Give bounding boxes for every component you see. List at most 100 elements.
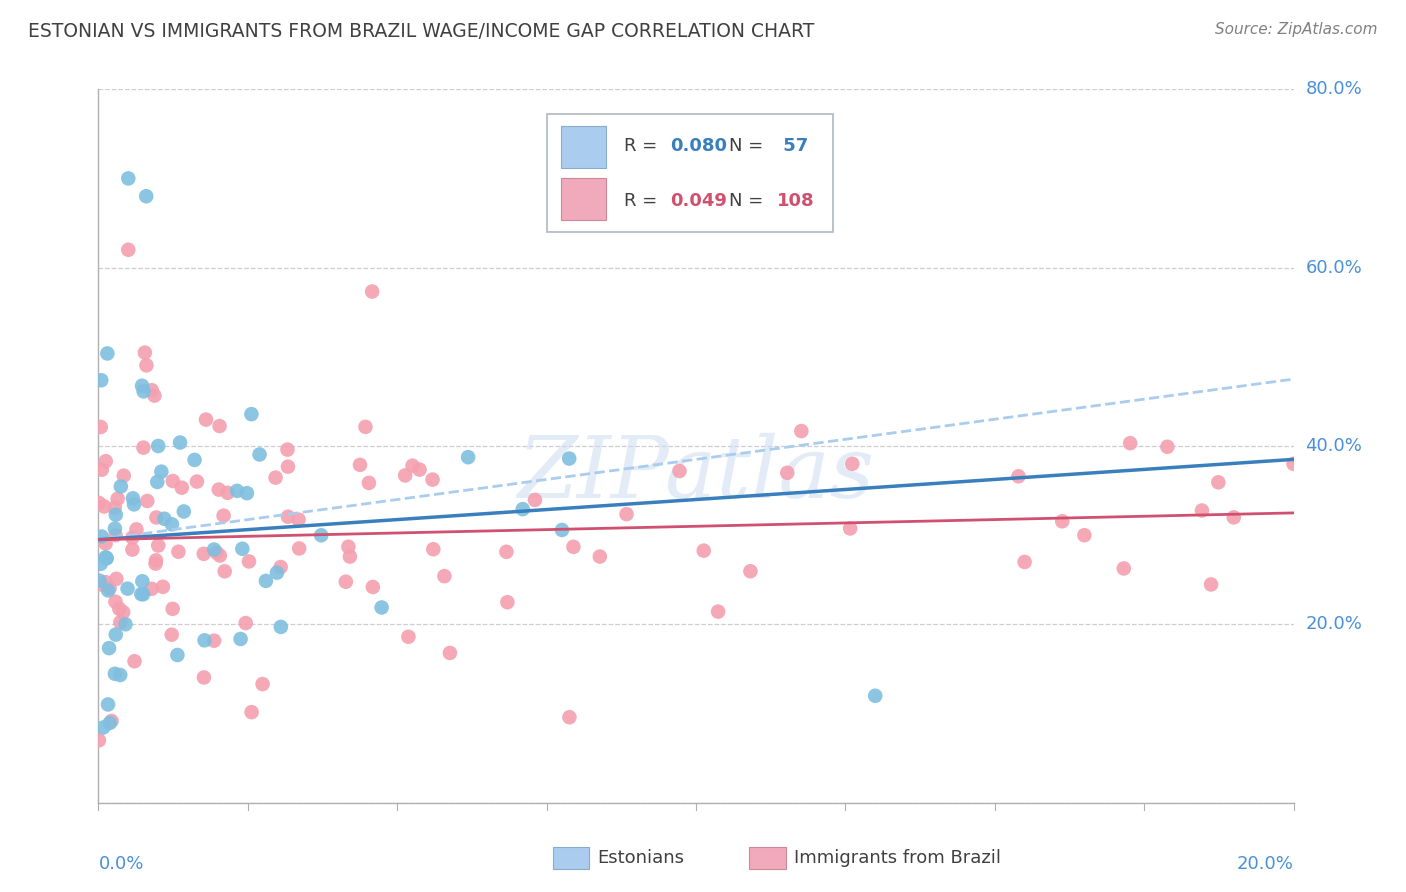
- Point: [337, 540, 360, 554]
- Text: 108: 108: [778, 193, 815, 211]
- Point: [104, 595, 127, 609]
- Point: [160, 628, 183, 642]
- Point: [266, 566, 288, 580]
- Text: 60.0%: 60.0%: [1306, 259, 1362, 277]
- Point: [277, 509, 299, 524]
- Point: [212, 508, 235, 523]
- Point: [94, 550, 117, 565]
- Point: [235, 616, 257, 631]
- Point: [422, 542, 444, 557]
- Text: N =: N =: [730, 193, 769, 211]
- Point: [422, 473, 444, 487]
- Point: [439, 646, 461, 660]
- Point: [231, 541, 253, 556]
- Text: Source: ZipAtlas.com: Source: ZipAtlas.com: [1215, 22, 1378, 37]
- Point: [776, 466, 799, 480]
- Point: [558, 710, 581, 724]
- Point: [276, 442, 298, 457]
- Point: [110, 615, 132, 630]
- Point: [131, 587, 153, 601]
- Text: 80.0%: 80.0%: [1306, 80, 1362, 98]
- Point: [1156, 440, 1178, 454]
- Point: [132, 587, 155, 601]
- Text: R =: R =: [624, 137, 664, 155]
- Point: [104, 522, 127, 536]
- Point: [523, 492, 546, 507]
- Point: [214, 564, 236, 578]
- FancyBboxPatch shape: [547, 114, 834, 232]
- Point: [134, 345, 156, 359]
- Point: [90, 577, 112, 591]
- Point: [562, 540, 585, 554]
- Point: [288, 541, 311, 556]
- Point: [91, 721, 114, 735]
- Point: [205, 546, 228, 560]
- Point: [117, 243, 139, 257]
- Point: [87, 496, 110, 510]
- Point: [121, 542, 143, 557]
- Point: [354, 420, 377, 434]
- Point: [117, 171, 139, 186]
- Point: [114, 617, 136, 632]
- Point: [309, 528, 332, 542]
- Point: [240, 407, 263, 421]
- Point: [1073, 528, 1095, 542]
- Point: [94, 536, 117, 550]
- Point: [94, 575, 117, 590]
- Point: [707, 605, 730, 619]
- Point: [135, 359, 157, 373]
- Point: [98, 715, 121, 730]
- Point: [208, 483, 231, 497]
- Point: [90, 373, 112, 387]
- Point: [193, 670, 215, 684]
- Point: [148, 539, 170, 553]
- Point: [1223, 510, 1246, 524]
- Point: [96, 346, 118, 360]
- Point: [148, 439, 170, 453]
- Text: 20.0%: 20.0%: [1306, 615, 1362, 633]
- Point: [195, 412, 218, 426]
- Point: [166, 648, 188, 662]
- Point: [153, 512, 176, 526]
- Point: [270, 620, 292, 634]
- Point: [104, 528, 127, 542]
- Point: [512, 502, 534, 516]
- Point: [122, 497, 145, 511]
- Point: [162, 474, 184, 488]
- Point: [226, 483, 249, 498]
- Point: [132, 384, 155, 399]
- Point: [202, 633, 225, 648]
- Point: [249, 448, 271, 462]
- Point: [146, 475, 169, 489]
- Point: [401, 458, 423, 473]
- Point: [87, 733, 110, 747]
- Point: [121, 531, 143, 545]
- Text: Estonians: Estonians: [598, 849, 685, 867]
- Point: [361, 285, 384, 299]
- Point: [193, 633, 215, 648]
- Point: [339, 549, 361, 564]
- Text: ZIPatlas: ZIPatlas: [517, 434, 875, 516]
- Point: [132, 441, 155, 455]
- Point: [96, 551, 118, 566]
- Point: [361, 580, 384, 594]
- Point: [97, 583, 120, 598]
- Point: [457, 450, 479, 465]
- Point: [668, 464, 690, 478]
- Point: [240, 705, 263, 719]
- Point: [1007, 469, 1029, 483]
- Point: [396, 630, 419, 644]
- Point: [236, 486, 259, 500]
- Point: [94, 454, 117, 468]
- Point: [693, 543, 716, 558]
- Point: [96, 551, 118, 566]
- Point: [104, 500, 127, 515]
- Point: [104, 666, 127, 681]
- Point: [394, 468, 416, 483]
- Point: [1191, 503, 1213, 517]
- Point: [112, 468, 135, 483]
- Point: [433, 569, 456, 583]
- Point: [135, 189, 157, 203]
- Text: 0.080: 0.080: [669, 137, 727, 155]
- Point: [117, 582, 139, 596]
